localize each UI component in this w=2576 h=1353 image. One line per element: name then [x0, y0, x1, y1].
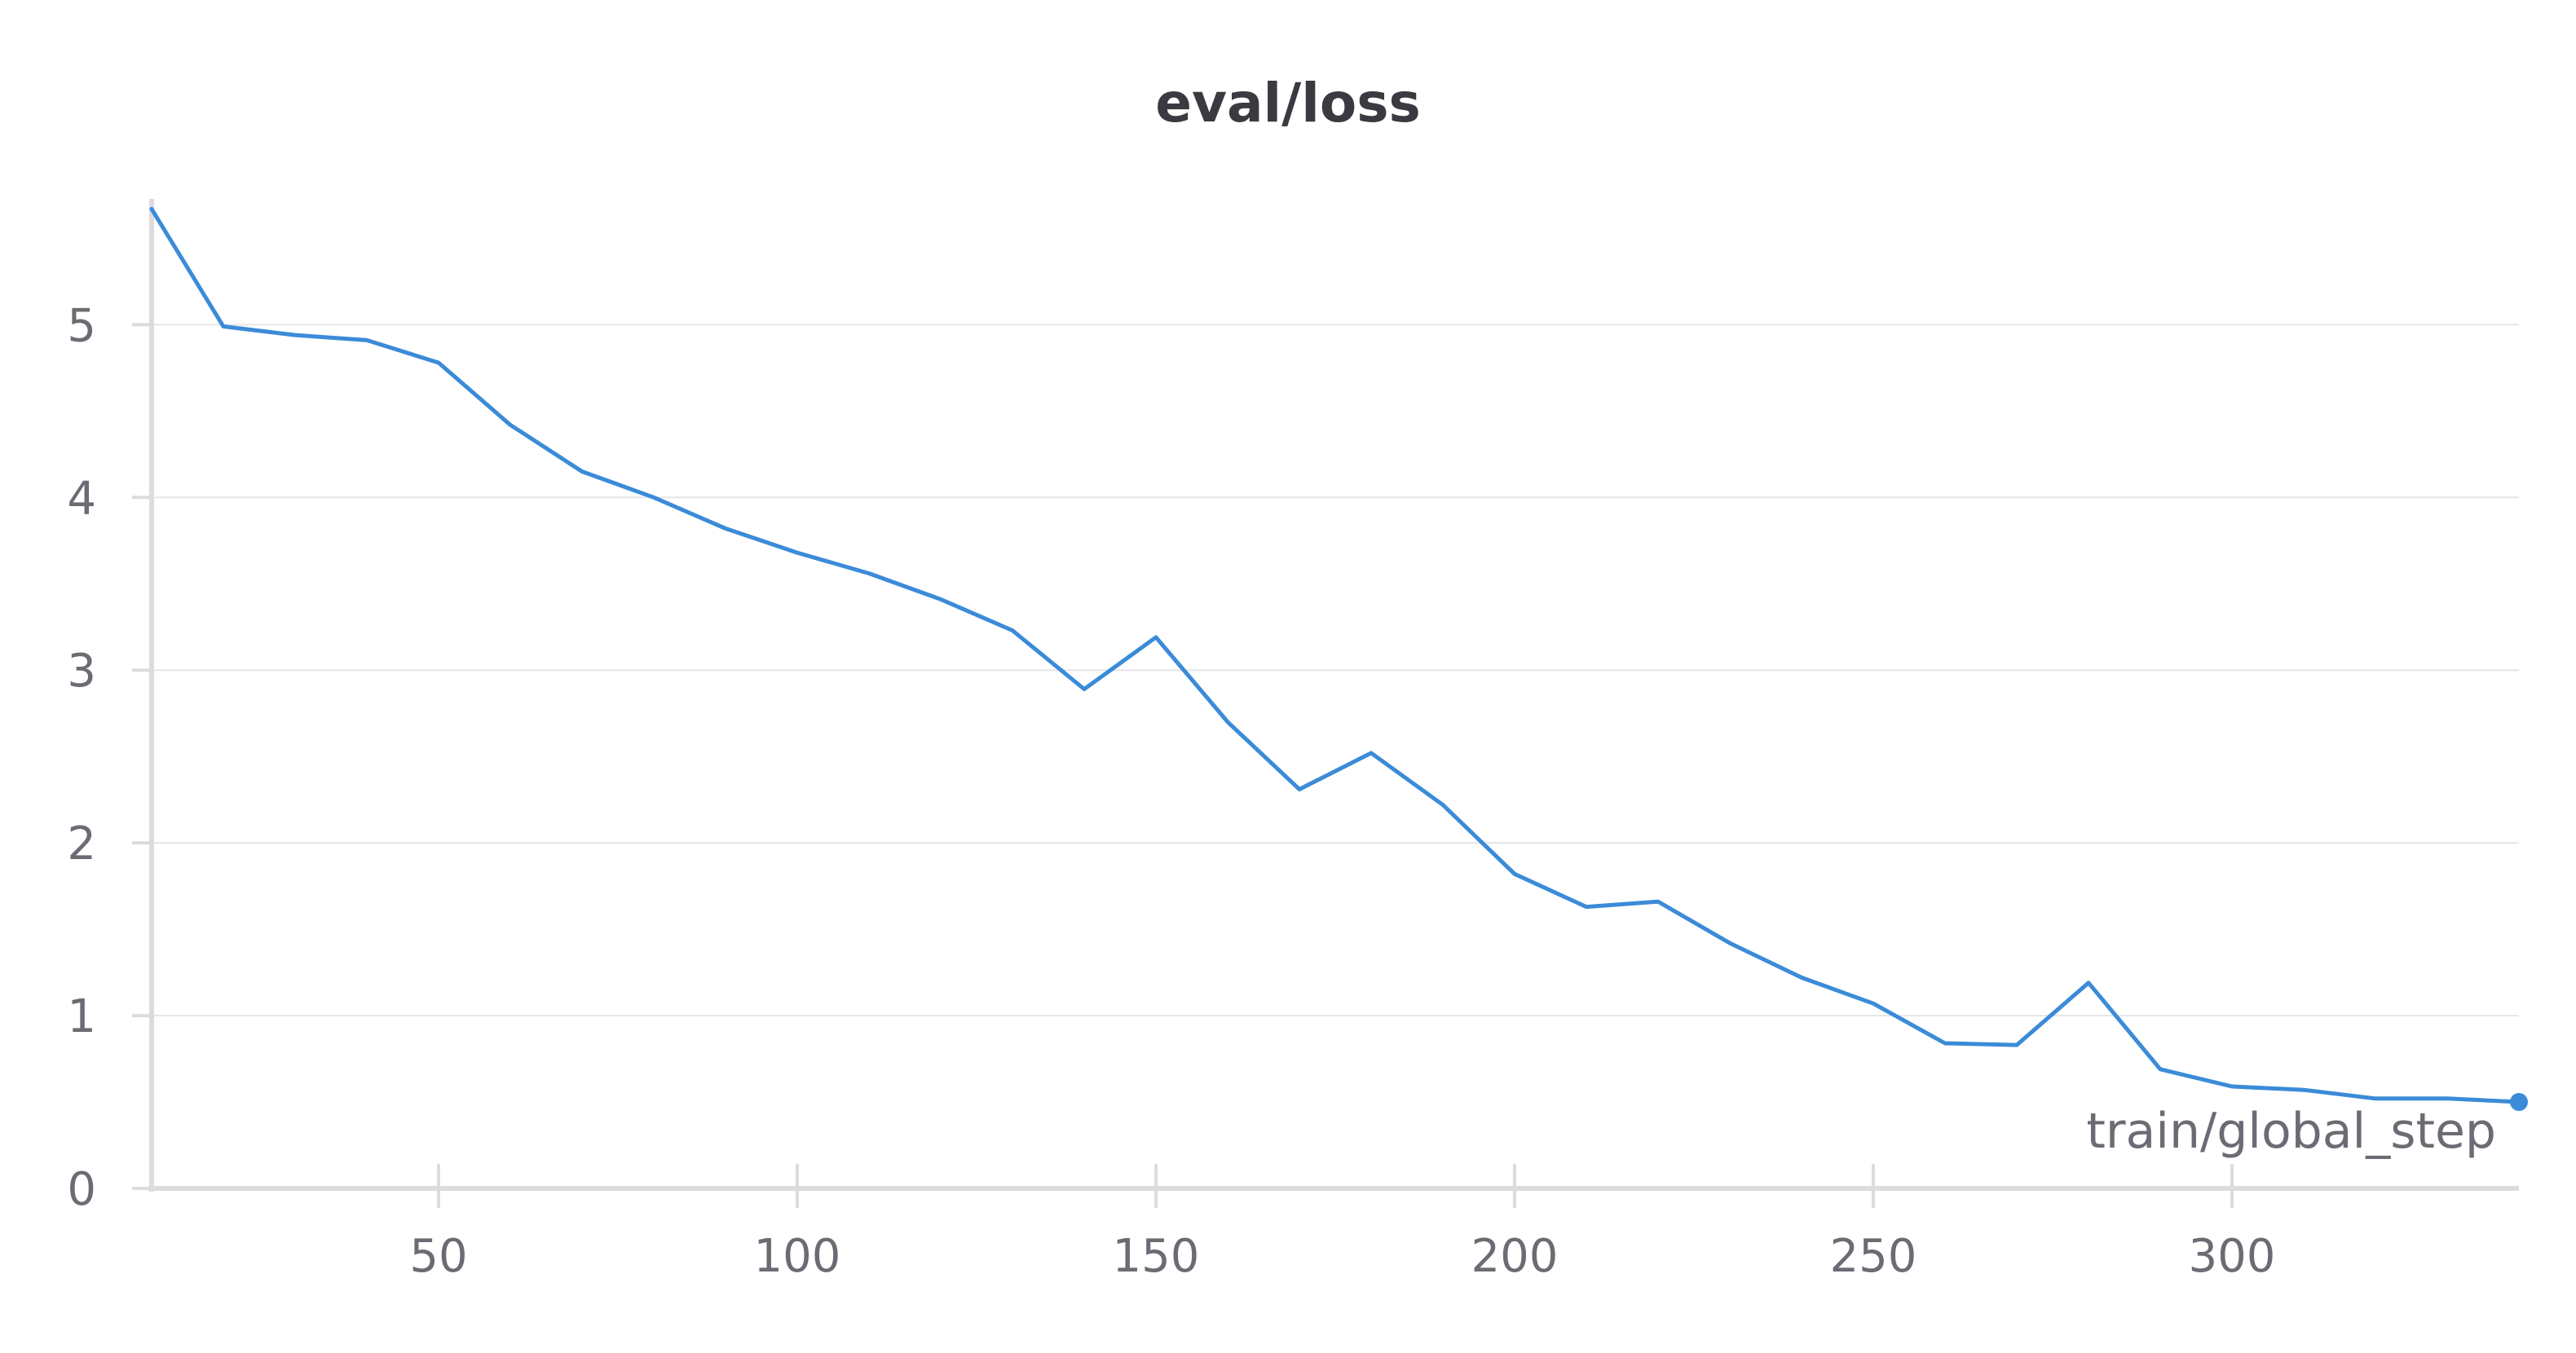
x-tick-label: 250 — [1830, 1230, 1917, 1283]
x-tick-label: 150 — [1113, 1230, 1200, 1283]
y-tick-label: 0 — [67, 1163, 96, 1216]
grid-lines — [152, 324, 2519, 1017]
y-tick-label: 4 — [67, 472, 96, 525]
series-line — [149, 206, 2521, 1104]
y-tick-label: 2 — [67, 818, 96, 870]
y-tick-label: 3 — [67, 645, 96, 698]
axes — [132, 199, 2519, 1208]
tick-labels: 0 1 2 3 4 5 50 100 150 200 250 300 — [67, 299, 2275, 1283]
x-tick-label: 100 — [754, 1230, 841, 1283]
x-tick-label: 200 — [1471, 1230, 1559, 1283]
x-tick-label: 300 — [2189, 1230, 2276, 1283]
y-tick-label: 1 — [67, 990, 96, 1043]
series-layer — [149, 206, 2528, 1112]
x-axis-label: train/global_step — [2086, 1103, 2496, 1160]
series-end-point — [2510, 1093, 2528, 1112]
y-tick-label: 5 — [67, 299, 96, 352]
x-tick-label: 50 — [409, 1230, 467, 1283]
chart-title: eval/loss — [1155, 72, 1421, 134]
